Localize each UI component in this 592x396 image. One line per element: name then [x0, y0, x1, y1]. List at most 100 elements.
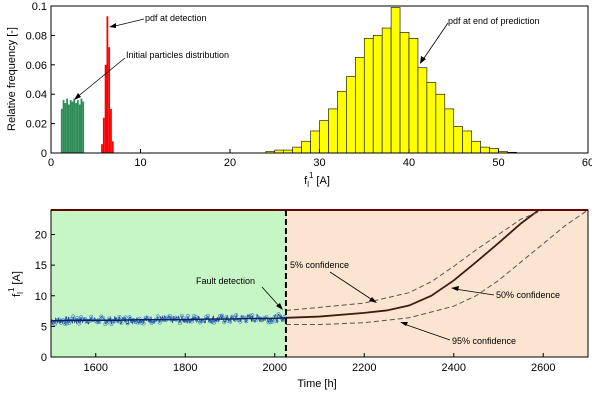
top-x-tick-label: 0 — [48, 157, 54, 169]
bar-initial — [73, 98, 76, 153]
bar-end-of-prediction — [372, 35, 383, 154]
bar-initial — [68, 104, 70, 153]
measured-point — [188, 318, 192, 323]
measured-point — [242, 315, 247, 320]
bar-end-of-prediction — [399, 32, 410, 154]
measured-point — [79, 315, 84, 320]
top-y-tick-label: 0 — [41, 148, 47, 160]
bar-initial — [69, 100, 72, 153]
bottom-y-tick-label: 15 — [35, 260, 47, 272]
measured-point — [67, 320, 72, 325]
bar-end-of-prediction — [354, 57, 365, 154]
bar-initial — [75, 103, 77, 153]
bar-initial — [82, 101, 85, 153]
bar-initial — [60, 108, 63, 153]
bottom-series-group — [51, 210, 588, 327]
bar-end-of-prediction — [471, 140, 481, 154]
top-x-axis-label: fl1 [A] — [304, 171, 330, 189]
bar-end-of-prediction — [453, 126, 463, 154]
annotation-fault-detection: Fault detection — [196, 276, 255, 286]
measured-point — [109, 322, 114, 327]
measured-point — [117, 315, 122, 319]
measured-point — [135, 320, 140, 325]
bar-end-of-prediction — [435, 93, 446, 154]
bottom-x-tick-label: 2400 — [442, 362, 466, 374]
bottom-y-tick-label: 0 — [41, 352, 47, 364]
bar-detection — [106, 16, 109, 153]
bottom-x-axis-label: Time [h] — [297, 378, 336, 390]
top-chart: 0 10 20 30 40 50 60 0 0.02 0.04 0.06 0.08 0.1 Relat… — [6, 1, 592, 189]
arrowhead-50pct-confidence — [451, 286, 459, 291]
bar-end-of-prediction — [310, 130, 320, 154]
top-x-tick-label: 30 — [313, 157, 325, 169]
measured-point — [155, 314, 160, 319]
top-x-tick-label: 60 — [582, 157, 592, 169]
bottom-y-tick-label: 5 — [41, 321, 47, 333]
bottom-chart: 1600 1800 2000 2200 2400 2600 0 5 10 15 20 fl1[A]… — [7, 209, 589, 390]
measured-point — [125, 321, 130, 326]
arrowhead-initial-distribution — [74, 93, 81, 100]
bottom-plot-frame — [50, 209, 589, 358]
bar-detection — [111, 141, 114, 153]
top-y-tick-label: 0.1 — [32, 1, 47, 13]
arrowhead-95pct-confidence — [400, 322, 408, 326]
measured-point — [77, 321, 82, 326]
top-x-ticks: 0 10 20 30 40 50 60 — [48, 149, 592, 169]
bar-end-of-prediction — [408, 38, 419, 154]
bar-end-of-prediction — [417, 67, 428, 154]
top-y-ticks: 0 0.02 0.04 0.06 0.08 0.1 — [26, 1, 55, 160]
prediction-lower — [285, 210, 588, 326]
measured-point — [119, 321, 124, 325]
measured-point — [228, 319, 233, 324]
bottom-x-tick-label: 2600 — [531, 362, 555, 374]
bar-initial — [76, 100, 79, 153]
bar-end-of-prediction — [480, 146, 490, 154]
measured-point — [276, 312, 281, 317]
measured-point — [89, 314, 94, 319]
arrowhead-5pct-confidence — [369, 297, 377, 303]
annotation-95pct-confidence: 95% confidence — [452, 336, 516, 346]
measured-point — [238, 319, 243, 324]
measured-point — [167, 313, 172, 318]
measured-point — [157, 320, 162, 325]
prediction-median — [285, 210, 540, 319]
measured-point — [250, 313, 255, 318]
bar-end-of-prediction — [319, 120, 329, 154]
bottom-x-ticks: 1600 1800 2000 2200 2400 2600 — [84, 353, 555, 374]
top-y-tick-label: 0.08 — [26, 30, 47, 42]
measured-point — [192, 314, 196, 319]
bar-initial — [80, 98, 83, 153]
bar-end-of-prediction — [301, 140, 311, 154]
measured-point — [212, 320, 217, 325]
bar-initial — [64, 103, 67, 153]
top-y-axis-label: Relative frequency [-] — [6, 27, 18, 131]
bar-initial — [71, 101, 74, 153]
measured-point — [268, 320, 273, 325]
bottom-y-tick-label: 20 — [35, 230, 47, 242]
measured-point — [177, 321, 182, 326]
measured-point — [63, 322, 67, 326]
bar-detection — [104, 64, 107, 153]
bar-initial — [62, 100, 65, 153]
annotation-pdf-at-detection: pdf at detection — [145, 13, 207, 23]
bottom-x-tick-label: 2000 — [263, 362, 287, 374]
arrow-initial-distribution — [75, 57, 126, 99]
region-prediction — [285, 210, 588, 357]
top-x-tick-label: 10 — [134, 157, 146, 169]
measured-point — [210, 320, 215, 324]
measured-point — [65, 321, 70, 326]
bar-detection — [108, 47, 111, 153]
bar-end-of-prediction — [462, 130, 472, 154]
measured-point — [123, 315, 128, 320]
bar-end-of-prediction — [337, 90, 347, 154]
annotation-5pct-confidence: 5% confidence — [290, 260, 349, 270]
measured-point — [194, 314, 198, 319]
bar-detection — [102, 117, 105, 153]
bar-end-of-prediction — [489, 148, 499, 154]
measured-point — [234, 313, 239, 318]
bottom-y-tick-label: 10 — [35, 291, 47, 303]
arrowhead-fault-detection — [276, 303, 283, 310]
top-y-tick-label: 0.06 — [26, 60, 47, 72]
measured-point — [222, 320, 227, 325]
arrowhead-pdf-at-detection — [109, 23, 116, 28]
